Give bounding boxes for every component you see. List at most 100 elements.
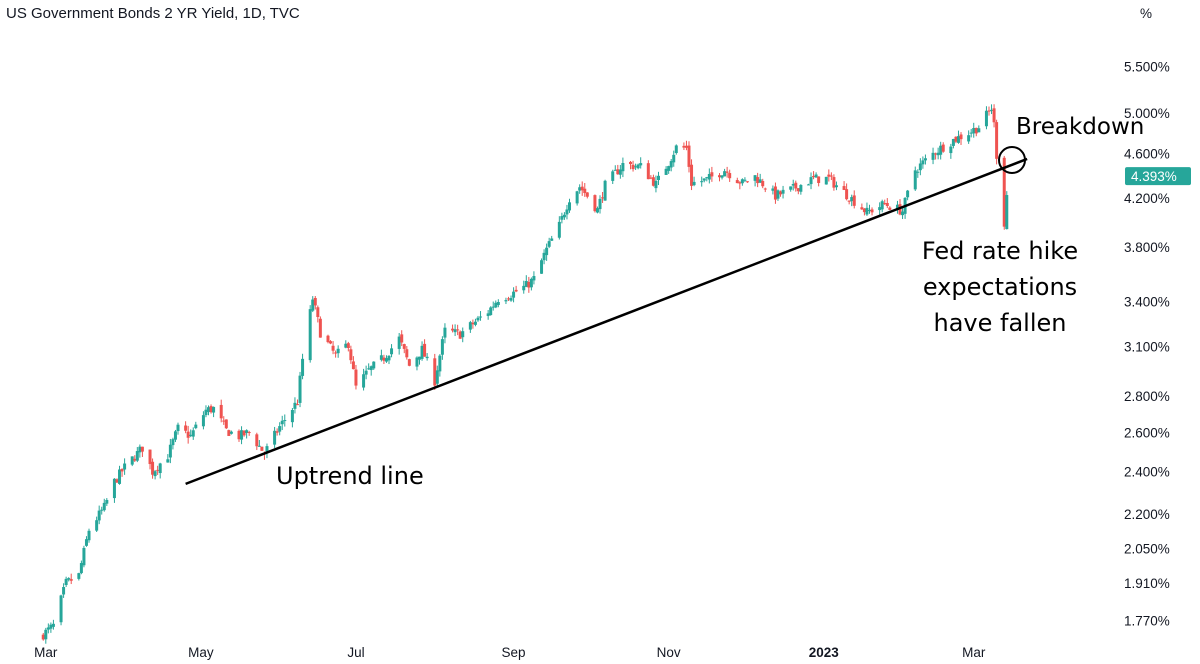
candle-body [758,179,762,183]
candle-body [974,127,978,134]
annotation-fed-line-2: expectations [923,273,1077,301]
candle-body [62,587,66,595]
x-tick-label: Sep [502,645,526,660]
candle-body [834,185,838,188]
candle-body [781,189,785,194]
y-axis[interactable]: % 5.500% 5.000% 4.600% 4.200% 3.800% 3.400% 3.… [1124,6,1170,628]
candle-body [939,145,943,155]
candle-body [265,446,269,454]
candle-body [512,291,516,298]
candle-body [354,369,358,386]
candle-body [227,430,231,436]
candle-body [743,179,747,181]
candle-body [812,175,816,177]
candle-body [842,186,846,190]
candle-body [425,356,429,359]
candle-body [895,204,899,209]
candle-body [331,345,335,351]
candle-body [468,322,472,330]
candle-body [674,145,678,154]
x-tick-label: Mar [962,645,986,660]
candle-body [601,197,605,199]
candle-body [545,247,549,256]
candle-body [173,431,177,440]
candle-body [860,207,864,210]
candle-body [560,216,564,220]
candle-body [329,341,333,344]
candle-body [194,424,198,429]
candle-body [649,177,653,179]
candle-body [384,358,388,362]
candle-body [407,359,411,366]
candle-body [237,430,241,440]
candle-body [346,343,350,348]
candle-body [260,446,264,451]
candle-body [827,174,831,177]
candle-body [550,238,554,241]
candle-body [634,166,638,168]
candle-body [580,186,584,191]
candle-body [453,329,457,333]
candle-body [865,207,869,215]
candle-body [308,309,312,361]
candle-body [486,313,490,317]
x-tick-label: May [188,645,214,660]
candle-body [115,479,119,483]
candle-body [829,175,833,177]
candle-body [44,629,48,640]
candle-body [616,169,620,175]
candle-body [64,578,68,586]
candle-body [583,188,587,194]
candle-body [130,456,134,465]
candle-body [184,425,188,431]
x-axis[interactable]: Mar May Jul Sep Nov 2023 Mar [34,645,986,660]
candle-body [46,627,50,630]
candle-body [105,499,109,504]
candle-body [224,419,228,429]
y-tick-label: 2.600% [1124,425,1170,440]
candle-body [156,469,160,471]
candle-body [669,161,673,168]
candle-body [189,434,193,436]
candle-body [313,297,317,306]
candle-body [438,355,442,372]
candlestick-series [41,104,1009,644]
candle-body [672,154,676,163]
candle-body [799,185,803,192]
candle-body [547,241,551,247]
candle-body [972,128,976,134]
candle-body [212,406,216,413]
candle-body [845,189,849,200]
candle-body [847,200,851,202]
candle-body [862,208,866,213]
candle-body [369,366,373,371]
y-tick-label: 3.800% [1124,240,1170,255]
candle-body [440,339,444,355]
candle-body [1002,157,1006,227]
candle-body [222,420,226,422]
candle-body [613,169,617,171]
candle-body [51,623,55,627]
candle-body [118,469,122,484]
candle-body [82,547,86,566]
candle-body [176,424,180,432]
candle-body [761,180,765,187]
candle-body [138,446,142,453]
candle-body [255,434,259,447]
candle-body [49,624,53,629]
candle-body [918,163,922,171]
candle-body [593,195,597,212]
candle-body [242,430,246,436]
candle-body [578,187,582,191]
candle-body [229,431,233,434]
y-tick-label: 2.050% [1124,542,1170,557]
candle-body [509,298,513,301]
uptrend-line [185,157,1028,486]
candle-body [773,186,777,200]
x-tick-label: Jul [347,645,364,660]
candle-body [379,355,383,360]
candle-body [153,471,157,477]
candle-body [987,110,991,112]
candle-body [568,202,572,211]
